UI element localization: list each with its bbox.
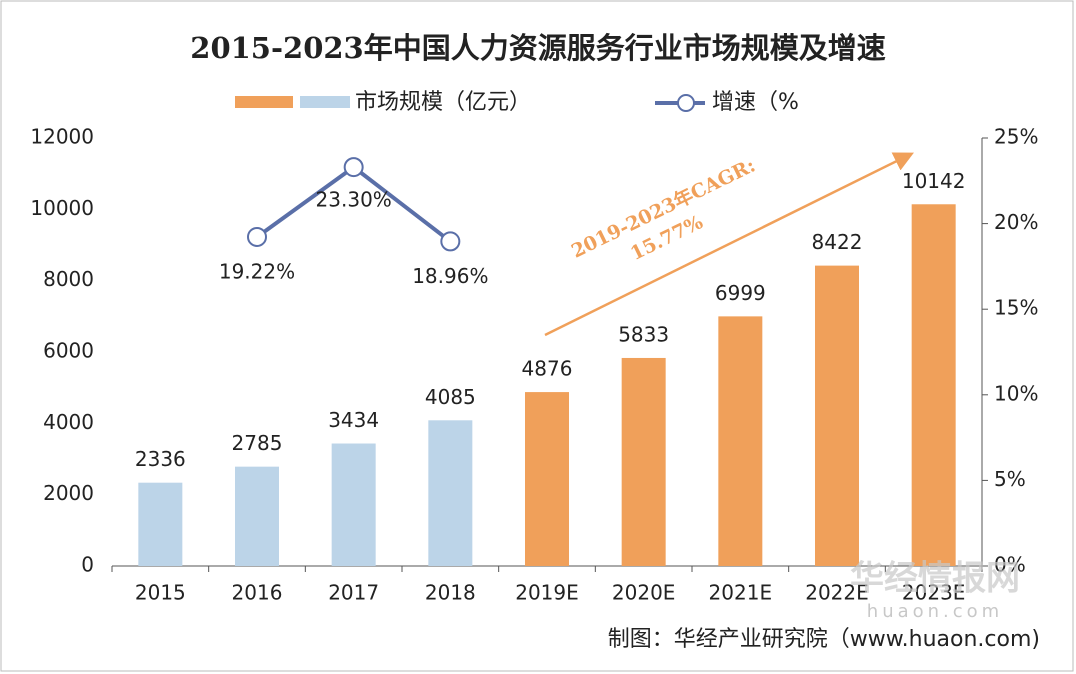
value-label: 3434: [328, 408, 379, 432]
y2-tick-label: 20%: [994, 210, 1038, 234]
x-tick-label: 2018: [425, 581, 476, 605]
value-label: 23.30%: [316, 188, 392, 212]
value-label: 5833: [618, 322, 669, 346]
value-label: 6999: [715, 281, 766, 305]
legend-label: 市场规模（亿元）: [355, 90, 531, 115]
y-tick-label: 0: [81, 553, 94, 577]
value-label: 2336: [135, 447, 186, 471]
x-tick-label: 2017: [328, 581, 379, 605]
y-tick-label: 6000: [43, 339, 94, 363]
bar: [525, 392, 569, 566]
bar: [621, 357, 666, 566]
value-label: 8422: [812, 230, 863, 254]
watermark: huaon.com: [867, 601, 1003, 622]
bar: [331, 443, 376, 566]
x-tick-label: 2015: [135, 581, 186, 605]
line-marker: [343, 157, 364, 178]
value-label: 18.96%: [412, 264, 488, 288]
legend-swatch: [235, 96, 293, 108]
y-tick-label: 8000: [43, 267, 94, 291]
x-tick-label: 2019E: [515, 581, 579, 605]
chart-title: 2015-2023年中国人力资源服务行业市场规模及增速: [190, 31, 885, 65]
x-tick-label: 2022E: [805, 581, 869, 605]
y2-tick-label: 15%: [994, 296, 1038, 320]
value-label: 10142: [902, 169, 966, 193]
y-tick-label: 10000: [30, 196, 94, 220]
source: 制图：华经产业研究院（www.huaon.com): [608, 627, 1040, 652]
y-tick-label: 4000: [43, 410, 94, 434]
value-label: 4876: [522, 357, 573, 381]
bar: [815, 265, 859, 566]
bar: [138, 482, 183, 566]
bar: [235, 466, 279, 566]
x-tick-label: 2023E: [902, 581, 966, 605]
y2-tick-label: 0%: [994, 553, 1026, 577]
line-marker: [247, 226, 267, 247]
y-tick-label: 2000: [43, 481, 94, 505]
value-label: 4085: [425, 385, 476, 409]
y2-tick-label: 5%: [994, 467, 1026, 491]
x-tick-label: 2016: [232, 581, 283, 605]
y-tick-label: 12000: [30, 125, 94, 149]
legend-label: 增速（%: [712, 90, 799, 115]
value-label: 2785: [232, 431, 283, 455]
line-marker: [440, 231, 461, 252]
y2-tick-label: 10%: [994, 381, 1038, 405]
watermark: 华经情报网: [850, 559, 1020, 599]
y2-tick-label: 25%: [994, 125, 1038, 149]
bar: [718, 316, 763, 566]
annotation-arrow: [544, 152, 914, 337]
x-tick-label: 2020E: [612, 581, 676, 605]
legend-marker: [677, 94, 695, 112]
bar: [911, 204, 956, 566]
value-label: 19.22%: [219, 259, 295, 283]
bar: [428, 420, 473, 566]
legend-swatch: [300, 96, 350, 108]
x-tick-label: 2021E: [709, 581, 773, 605]
